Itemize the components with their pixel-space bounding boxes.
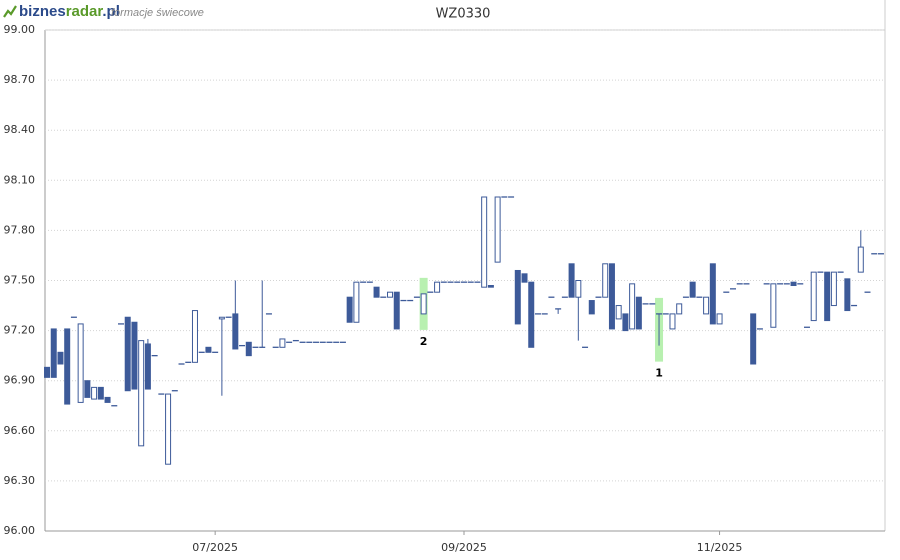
candle-body	[232, 313, 239, 350]
candle-body	[608, 263, 615, 330]
y-tick-label: 96.60	[4, 424, 36, 437]
y-tick-label: 96.00	[4, 524, 36, 537]
candle-body	[521, 273, 528, 283]
logo: biznesradar.pl	[19, 3, 120, 20]
x-tick-label: 11/2025	[697, 541, 743, 554]
candle-body	[84, 380, 91, 398]
candle-body	[44, 366, 51, 378]
candle-body	[487, 285, 494, 288]
y-tick-label: 98.10	[4, 173, 36, 186]
y-tick-label: 96.30	[4, 474, 36, 487]
candle-body	[602, 263, 609, 298]
candle-body	[393, 291, 400, 330]
candle-body	[669, 313, 676, 330]
chart-title: WZ0330	[436, 7, 491, 22]
y-tick-label: 99.00	[4, 23, 36, 36]
candle-body	[218, 316, 225, 320]
candle-body	[205, 346, 212, 353]
candle-body	[629, 283, 636, 330]
logo-icon	[3, 5, 17, 18]
candle-body	[245, 341, 252, 357]
candle-body	[165, 393, 172, 465]
candle-body	[191, 310, 198, 363]
candle-body	[494, 196, 501, 263]
candle-body	[279, 338, 286, 348]
candle-body	[615, 305, 622, 320]
subtitle: formacje świecowe	[111, 7, 204, 19]
candle-body	[716, 313, 723, 325]
candle-body	[91, 386, 98, 400]
candle-body	[373, 286, 380, 298]
logo-part: radar	[66, 3, 104, 20]
candle-body	[387, 291, 394, 298]
annotation: 2	[420, 335, 428, 348]
candle-body	[64, 328, 71, 405]
candle-body	[346, 296, 353, 323]
candle-body	[575, 280, 582, 298]
candle-body	[104, 396, 111, 403]
candle-body	[353, 281, 360, 323]
y-tick-label: 96.90	[4, 374, 36, 387]
candle-body	[124, 316, 131, 392]
candle-body	[830, 271, 837, 307]
candle-body	[131, 321, 138, 390]
candle-body	[481, 196, 488, 288]
candle-body	[689, 281, 696, 298]
candle-body	[810, 271, 817, 322]
candle-body	[528, 281, 535, 348]
candle-body	[703, 296, 710, 315]
y-tick-label: 97.80	[4, 223, 36, 236]
candle-body	[138, 340, 145, 447]
candle-body	[824, 271, 831, 322]
candle-body	[622, 313, 629, 332]
y-tick-label: 97.50	[4, 274, 36, 287]
candle-body	[77, 323, 84, 403]
candle-body	[420, 293, 427, 315]
logo-part: .pl	[102, 3, 120, 20]
candle-body	[635, 296, 642, 330]
candle-body	[588, 300, 595, 315]
candle-body	[750, 313, 757, 365]
x-tick-label: 07/2025	[192, 541, 238, 554]
y-tick-label: 98.70	[4, 73, 36, 86]
candle-body	[50, 328, 57, 378]
y-tick-label: 98.40	[4, 123, 36, 136]
y-tick-label: 97.20	[4, 324, 36, 337]
candle-body	[57, 351, 64, 365]
candle-body	[857, 246, 864, 273]
candle-body	[790, 281, 797, 287]
candle-body	[709, 263, 716, 325]
candle-body	[844, 278, 851, 312]
x-tick-label: 09/2025	[441, 541, 487, 554]
logo-part: biznes	[19, 3, 66, 20]
candle-body	[434, 281, 441, 293]
candle-body	[144, 343, 151, 390]
candle-body	[568, 263, 575, 298]
candle-body	[97, 386, 104, 400]
candle-body	[514, 269, 521, 325]
candle-body	[770, 283, 777, 328]
annotation: 1	[655, 367, 663, 380]
candle-body	[676, 303, 683, 315]
